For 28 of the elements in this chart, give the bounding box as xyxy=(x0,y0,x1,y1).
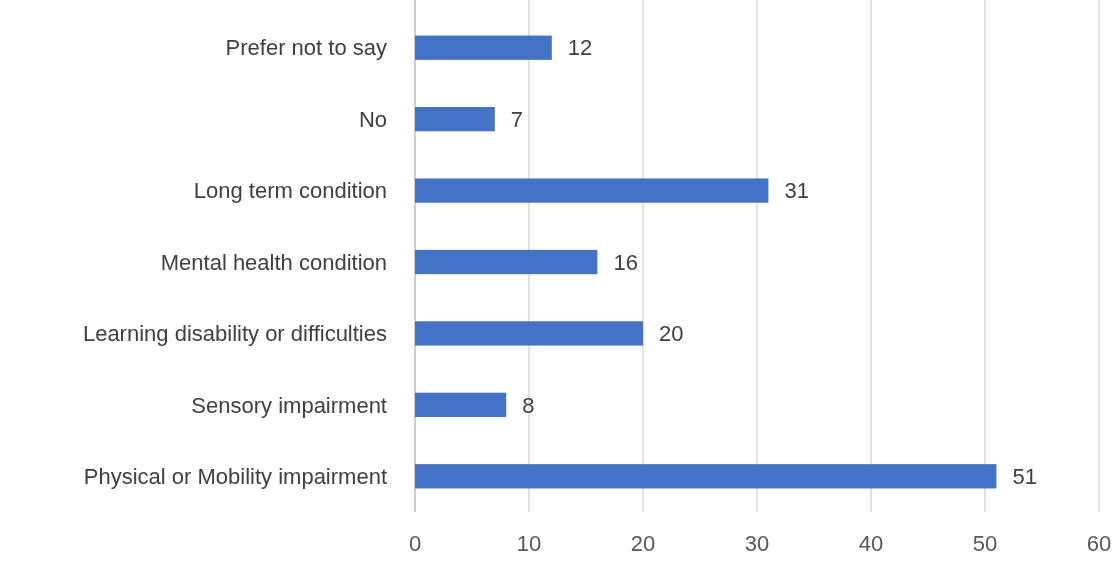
x-tick-label: 20 xyxy=(630,531,656,556)
bar xyxy=(415,321,643,346)
y-tick-label: Sensory impairment xyxy=(191,392,387,418)
data-label: 12 xyxy=(567,35,593,61)
bar xyxy=(415,178,769,203)
data-label: 20 xyxy=(659,321,684,347)
data-label: 16 xyxy=(613,249,638,275)
y-tick-label: Physical or Mobility impairment xyxy=(83,463,387,489)
bar xyxy=(415,249,598,275)
x-tick-label: 0 xyxy=(408,531,422,556)
bar xyxy=(415,107,495,132)
y-tick-label: Learning disability or difficulties xyxy=(82,321,387,347)
y-tick-label: Mental health condition xyxy=(160,249,387,275)
x-tick-label: 30 xyxy=(744,531,770,556)
data-label: 31 xyxy=(784,178,809,204)
y-tick-label: No xyxy=(358,106,387,132)
bar xyxy=(415,35,552,60)
bar xyxy=(415,392,507,417)
x-tick-label: 50 xyxy=(972,531,998,556)
y-tick-label: Long term condition xyxy=(193,178,387,204)
bar xyxy=(415,464,997,489)
x-tick-label: 10 xyxy=(516,531,542,556)
y-tick-label: Prefer not to say xyxy=(225,35,387,61)
x-tick-label: 40 xyxy=(858,531,884,556)
data-label: 8 xyxy=(522,392,535,418)
data-label: 7 xyxy=(510,106,524,132)
x-tick-label: 60 xyxy=(1086,531,1112,556)
data-label: 51 xyxy=(1012,463,1037,489)
